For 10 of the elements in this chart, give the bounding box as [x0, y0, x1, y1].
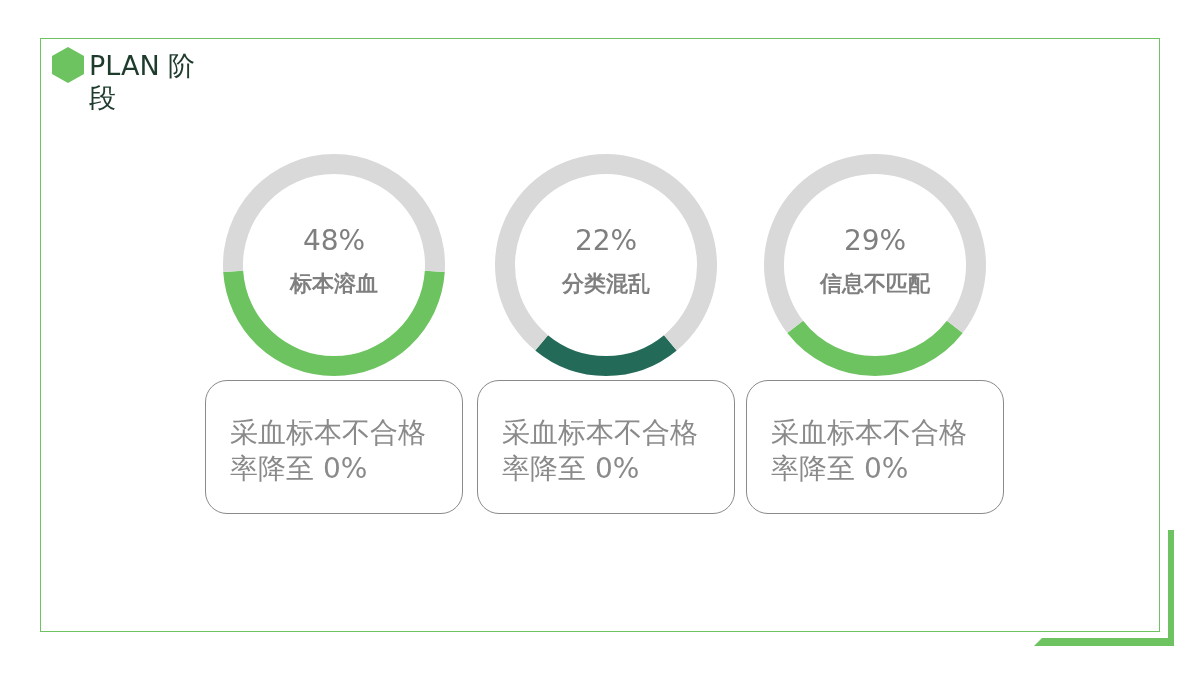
data-label: 29% — [843, 224, 907, 258]
data-label: 48% — [302, 224, 366, 258]
slice-label: 标本溶血 — [289, 270, 378, 296]
slice-label: 信息不匹配 — [819, 270, 931, 296]
slice-label: 分类混乱 — [561, 270, 650, 296]
chart-title: PLAN 阶段 — [89, 50, 197, 114]
text: 采血标本不合格率降至 0% — [477, 380, 735, 514]
text: 采血标本不合格率降至 0% — [205, 380, 463, 514]
data-label: 22% — [574, 224, 638, 258]
text: 采血标本不合格率降至 0% — [746, 380, 1004, 514]
